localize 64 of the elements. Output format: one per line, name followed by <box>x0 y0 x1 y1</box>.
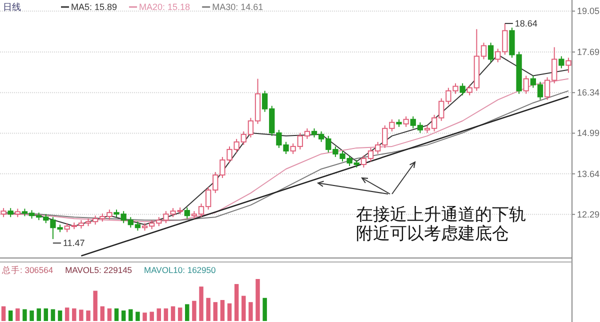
candlestick <box>8 208 14 218</box>
bar <box>36 308 41 321</box>
annotation: 附近可以考虑建底仓 <box>356 224 509 243</box>
chart-title: 日线 <box>3 2 21 12</box>
y-tick-label: 14.99 <box>577 128 600 138</box>
bar <box>199 286 204 321</box>
bar <box>64 308 70 321</box>
bar <box>170 306 176 321</box>
bar <box>44 308 48 321</box>
text: 总手: 306564 <box>1 265 54 275</box>
bar <box>114 308 119 321</box>
bar <box>86 310 90 321</box>
annotation: 11.47 <box>62 238 85 248</box>
bar <box>242 296 246 321</box>
candlestick <box>523 75 529 94</box>
legend-label: MA20: 15.18 <box>139 2 190 12</box>
bar <box>8 310 13 321</box>
candlestick <box>460 82 466 96</box>
bar <box>93 290 98 321</box>
candlestick <box>488 42 494 63</box>
bar <box>30 310 34 321</box>
text: MAVOL5: 229145 <box>65 265 132 275</box>
bar <box>128 309 133 321</box>
bar <box>58 310 62 321</box>
bar <box>234 284 239 321</box>
bar <box>107 308 112 321</box>
bar <box>142 312 147 321</box>
bar <box>178 308 182 321</box>
candlestick <box>566 57 572 74</box>
bar <box>79 310 84 321</box>
bar <box>121 310 126 321</box>
bar <box>164 308 168 321</box>
candlestick <box>184 206 190 220</box>
bar <box>256 279 260 321</box>
legend-label: MA30: 14.61 <box>212 2 264 12</box>
bar <box>248 302 253 321</box>
bar <box>185 304 190 321</box>
bar <box>72 308 76 321</box>
bar <box>22 309 27 321</box>
bar <box>136 312 140 321</box>
annotation: 18.64 <box>514 18 538 28</box>
bar <box>213 302 218 321</box>
bar <box>192 300 196 321</box>
annotation: 在接近上升通道的下轨 <box>356 205 526 224</box>
y-tick-label: 19.05 <box>577 6 600 16</box>
bar <box>50 309 56 321</box>
bar <box>206 298 210 321</box>
y-tick-label: 12.29 <box>577 209 600 220</box>
y-tick-label: 17.69 <box>577 47 600 58</box>
bar <box>16 308 20 321</box>
bar <box>1 306 6 321</box>
text: MAVOL10: 162950 <box>144 265 216 275</box>
y-tick-label: 16.34 <box>577 88 600 98</box>
bar <box>150 312 154 321</box>
candlestick <box>0 208 6 218</box>
bar <box>100 306 105 321</box>
legend-label: MA5: 15.89 <box>71 2 118 12</box>
bar <box>262 298 267 321</box>
candlestick <box>558 56 564 69</box>
bar <box>220 300 225 321</box>
y-tick-label: 13.64 <box>577 168 600 179</box>
bar <box>156 308 162 321</box>
bar <box>227 303 232 321</box>
candlestick <box>403 116 409 128</box>
